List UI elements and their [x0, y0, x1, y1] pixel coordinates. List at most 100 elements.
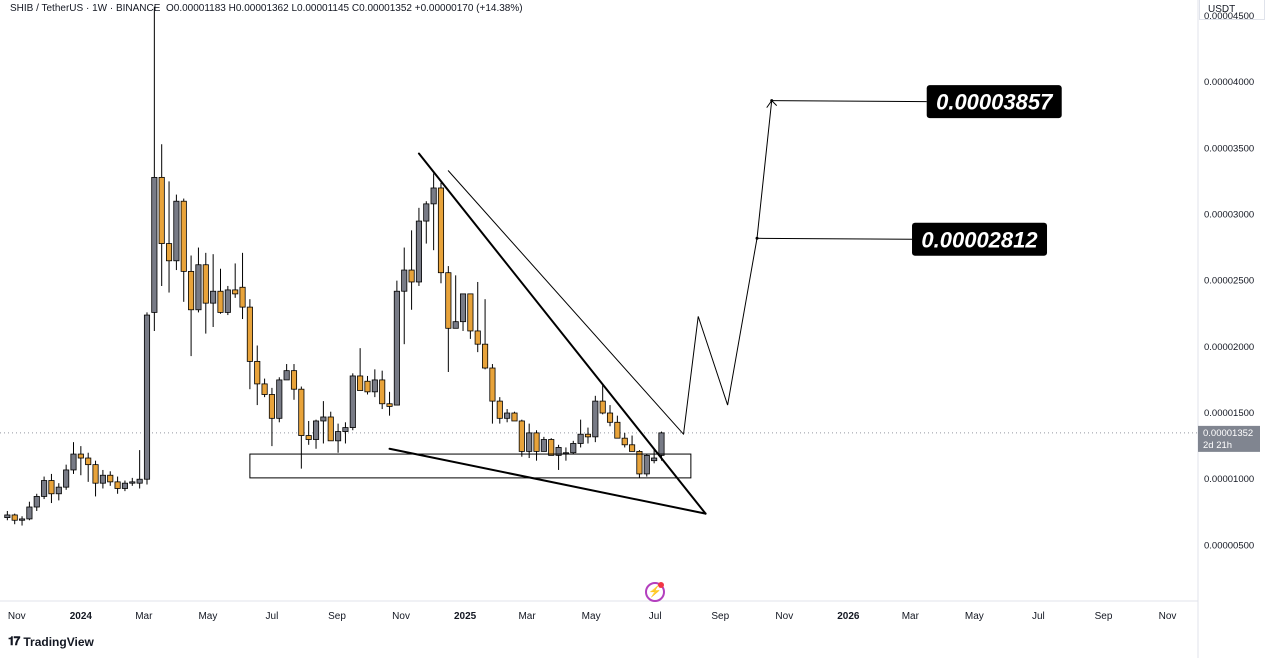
candle	[636, 450, 643, 478]
candle-body	[408, 269, 415, 283]
candle-body	[658, 432, 665, 456]
candle	[276, 377, 283, 423]
candle-body	[371, 379, 378, 393]
y-tick-label: 0.00004000	[1204, 77, 1254, 88]
candle-body	[11, 514, 18, 521]
candle	[92, 460, 99, 497]
candle-body	[33, 496, 40, 508]
candle-body	[518, 420, 525, 452]
candle-body	[239, 286, 246, 308]
candle	[504, 409, 511, 423]
last-price-value: 0.00001352	[1203, 428, 1253, 439]
ohlc-values: O0.00001183 H0.00001362 L0.00001145 C0.0…	[165, 3, 523, 14]
candle-body	[290, 370, 298, 390]
candle-body	[202, 264, 209, 304]
candle	[415, 207, 422, 286]
candle	[577, 419, 584, 448]
y-tick-label: 0.00000500	[1204, 540, 1254, 551]
candle-body	[188, 270, 195, 311]
candle-body	[305, 435, 312, 440]
candle-body	[48, 480, 55, 495]
candle	[570, 440, 577, 455]
candle-body	[107, 474, 114, 483]
brand-name: TradingView	[23, 634, 94, 649]
candle	[408, 230, 415, 310]
candle-body	[511, 412, 518, 422]
candle-body	[143, 314, 151, 480]
candle-body	[77, 453, 84, 459]
channel-line	[447, 170, 685, 435]
candle-body	[70, 453, 77, 471]
candle-body	[570, 443, 577, 454]
x-tick-label: 2025	[454, 611, 477, 622]
drawings: 0.00002812 0.00003857	[249, 85, 1062, 515]
time-axis[interactable]: Nov 2024 Mar May Jul Sep Nov 2025 Mar May Jul Sep No…	[8, 611, 1177, 622]
x-tick-label: May	[582, 611, 601, 622]
currency-label[interactable]: USDT	[1199, 0, 1265, 20]
candle-body	[335, 431, 342, 442]
candle-body	[614, 421, 621, 439]
tradingview-brand[interactable]: 𝟏𝟕 TradingView	[8, 634, 94, 649]
candle	[474, 281, 481, 353]
y-tick-label: 0.00001000	[1204, 474, 1254, 485]
candle	[70, 442, 77, 474]
candle-body	[555, 447, 562, 456]
candle	[63, 464, 70, 490]
candle	[158, 144, 165, 286]
candle	[195, 247, 202, 313]
candle-body	[312, 420, 320, 440]
candle	[305, 420, 312, 445]
candle	[121, 480, 128, 492]
lightning-icon[interactable]: ⚡	[645, 582, 665, 602]
x-tick-label: Mar	[518, 611, 536, 622]
candle	[217, 268, 224, 314]
candle-body	[599, 400, 606, 414]
candle-body	[63, 469, 70, 488]
candle-body	[437, 187, 445, 274]
candles	[4, 6, 665, 526]
candle	[129, 477, 136, 486]
x-tick-label: Jul	[1032, 611, 1045, 622]
candle-body	[643, 454, 650, 475]
candle-body	[224, 289, 231, 313]
target-label-box	[926, 85, 1062, 119]
last-price-tag: 0.00001352 2d 21h	[1198, 425, 1260, 452]
candle	[467, 293, 474, 339]
candle-body	[474, 330, 481, 345]
candle	[379, 370, 386, 410]
candle	[143, 312, 151, 485]
y-tick-label: 0.00002000	[1204, 342, 1254, 353]
symbol-name[interactable]: SHIB / TetherUS	[10, 3, 84, 14]
x-tick-label: Sep	[1095, 611, 1113, 622]
interval[interactable]: 1W	[92, 3, 108, 14]
candle	[621, 432, 628, 448]
x-tick-label: 2024	[70, 611, 93, 622]
bar-countdown: 2d 21h	[1203, 440, 1232, 451]
candle-body	[136, 478, 143, 484]
y-tick-label: 0.00002500	[1204, 276, 1254, 287]
candle-body	[217, 290, 224, 313]
candle	[482, 299, 489, 370]
candle	[371, 369, 378, 398]
candle	[290, 364, 298, 400]
candle-body	[379, 379, 386, 405]
projection-path	[683, 100, 773, 435]
candle-body	[592, 400, 599, 438]
x-tick-label: Mar	[902, 611, 920, 622]
y-tick-label: 0.00001500	[1204, 408, 1254, 419]
candle-body	[180, 200, 187, 272]
candle	[232, 263, 239, 298]
candle	[651, 448, 658, 464]
price-axis[interactable]: 0.00000500 0.00001000 0.00001500 0.00002000…	[1204, 11, 1254, 552]
candle	[48, 473, 55, 504]
candle-body	[364, 380, 371, 393]
candle-body	[482, 343, 489, 369]
x-tick-label: Nov	[1159, 611, 1177, 622]
candle-body	[92, 464, 99, 484]
candle	[188, 255, 195, 357]
candle-body	[577, 433, 584, 444]
candle-body	[19, 518, 26, 521]
wedge-upper-line	[417, 152, 707, 515]
x-tick-label: Mar	[135, 611, 153, 622]
